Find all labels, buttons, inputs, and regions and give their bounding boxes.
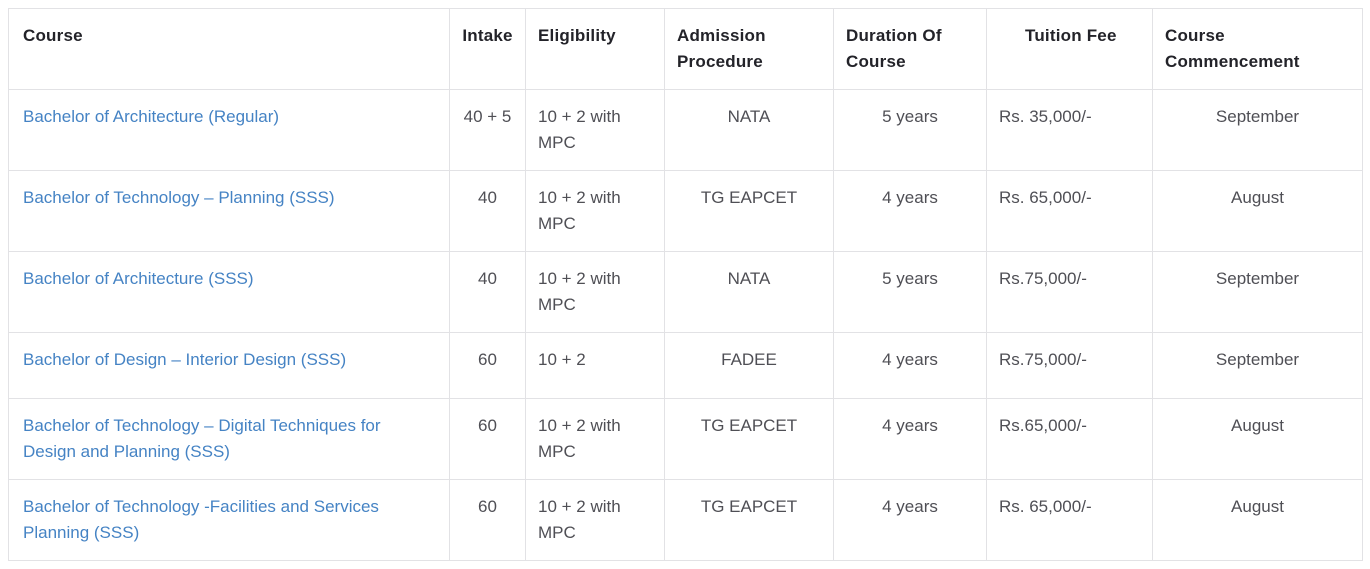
cell-course: Bachelor of Design – Interior Design (SS… bbox=[8, 332, 450, 399]
cell-eligibility: 10 + 2 with MPC bbox=[525, 251, 665, 333]
cell-eligibility: 10 + 2 with MPC bbox=[525, 479, 665, 561]
course-link[interactable]: Bachelor of Technology -Facilities and S… bbox=[23, 497, 379, 542]
cell-admission: TG EAPCET bbox=[664, 479, 834, 561]
cell-intake: 60 bbox=[449, 479, 526, 561]
cell-duration: 5 years bbox=[833, 251, 987, 333]
cell-admission: FADEE bbox=[664, 332, 834, 399]
cell-admission: NATA bbox=[664, 89, 834, 171]
cell-intake: 40 bbox=[449, 251, 526, 333]
column-header-intake: Intake bbox=[449, 8, 526, 90]
cell-duration: 4 years bbox=[833, 170, 987, 252]
cell-tuition: Rs.75,000/- bbox=[986, 332, 1153, 399]
cell-duration: 4 years bbox=[833, 332, 987, 399]
course-link[interactable]: Bachelor of Design – Interior Design (SS… bbox=[23, 350, 347, 369]
cell-duration: 4 years bbox=[833, 479, 987, 561]
column-header-eligibility: Eligibility bbox=[525, 8, 665, 90]
cell-eligibility: 10 + 2 bbox=[525, 332, 665, 399]
cell-commencement: August bbox=[1152, 398, 1363, 480]
cell-intake: 60 bbox=[449, 398, 526, 480]
table-header: Course Intake Eligibility Admission Procedu… bbox=[8, 8, 1363, 90]
table-row: Bachelor of Technology – Planning (SSS) 4… bbox=[8, 170, 1363, 252]
column-header-commencement: Course Commencement bbox=[1152, 8, 1363, 90]
cell-tuition: Rs. 65,000/- bbox=[986, 170, 1153, 252]
cell-eligibility: 10 + 2 with MPC bbox=[525, 89, 665, 171]
header-row: Course Intake Eligibility Admission Procedu… bbox=[8, 8, 1363, 90]
cell-commencement: September bbox=[1152, 89, 1363, 171]
table-row: Bachelor of Design – Interior Design (SS… bbox=[8, 332, 1363, 399]
cell-tuition: Rs.65,000/- bbox=[986, 398, 1153, 480]
column-header-tuition: Tuition Fee bbox=[986, 8, 1153, 90]
cell-course: Bachelor of Architecture (SSS) bbox=[8, 251, 450, 333]
cell-eligibility: 10 + 2 with MPC bbox=[525, 398, 665, 480]
table-row: Bachelor of Technology – Digital Techniq… bbox=[8, 398, 1363, 480]
table-row: Bachelor of Architecture (Regular) 40 + 5… bbox=[8, 89, 1363, 171]
cell-course: Bachelor of Technology – Planning (SSS) bbox=[8, 170, 450, 252]
course-link[interactable]: Bachelor of Technology – Digital Techniq… bbox=[23, 416, 381, 461]
column-header-course: Course bbox=[8, 8, 450, 90]
cell-eligibility: 10 + 2 with MPC bbox=[525, 170, 665, 252]
table-row: Bachelor of Architecture (SSS) 40 10 + 2 w… bbox=[8, 251, 1363, 333]
cell-tuition: Rs. 35,000/- bbox=[986, 89, 1153, 171]
courses-table: Course Intake Eligibility Admission Procedu… bbox=[8, 8, 1363, 561]
table-row: Bachelor of Technology -Facilities and S… bbox=[8, 479, 1363, 561]
cell-commencement: September bbox=[1152, 332, 1363, 399]
cell-intake: 40 + 5 bbox=[449, 89, 526, 171]
cell-admission: TG EAPCET bbox=[664, 170, 834, 252]
column-header-admission: Admission Procedure bbox=[664, 8, 834, 90]
cell-duration: 4 years bbox=[833, 398, 987, 480]
cell-admission: NATA bbox=[664, 251, 834, 333]
cell-tuition: Rs. 65,000/- bbox=[986, 479, 1153, 561]
cell-course: Bachelor of Technology -Facilities and S… bbox=[8, 479, 450, 561]
cell-commencement: August bbox=[1152, 170, 1363, 252]
course-link[interactable]: Bachelor of Architecture (SSS) bbox=[23, 269, 254, 288]
column-header-duration: Duration Of Course bbox=[833, 8, 987, 90]
cell-course: Bachelor of Architecture (Regular) bbox=[8, 89, 450, 171]
cell-admission: TG EAPCET bbox=[664, 398, 834, 480]
cell-commencement: August bbox=[1152, 479, 1363, 561]
course-link[interactable]: Bachelor of Architecture (Regular) bbox=[23, 107, 280, 126]
cell-commencement: September bbox=[1152, 251, 1363, 333]
cell-intake: 40 bbox=[449, 170, 526, 252]
cell-course: Bachelor of Technology – Digital Techniq… bbox=[8, 398, 450, 480]
cell-tuition: Rs.75,000/- bbox=[986, 251, 1153, 333]
cell-duration: 5 years bbox=[833, 89, 987, 171]
course-link[interactable]: Bachelor of Technology – Planning (SSS) bbox=[23, 188, 335, 207]
cell-intake: 60 bbox=[449, 332, 526, 399]
